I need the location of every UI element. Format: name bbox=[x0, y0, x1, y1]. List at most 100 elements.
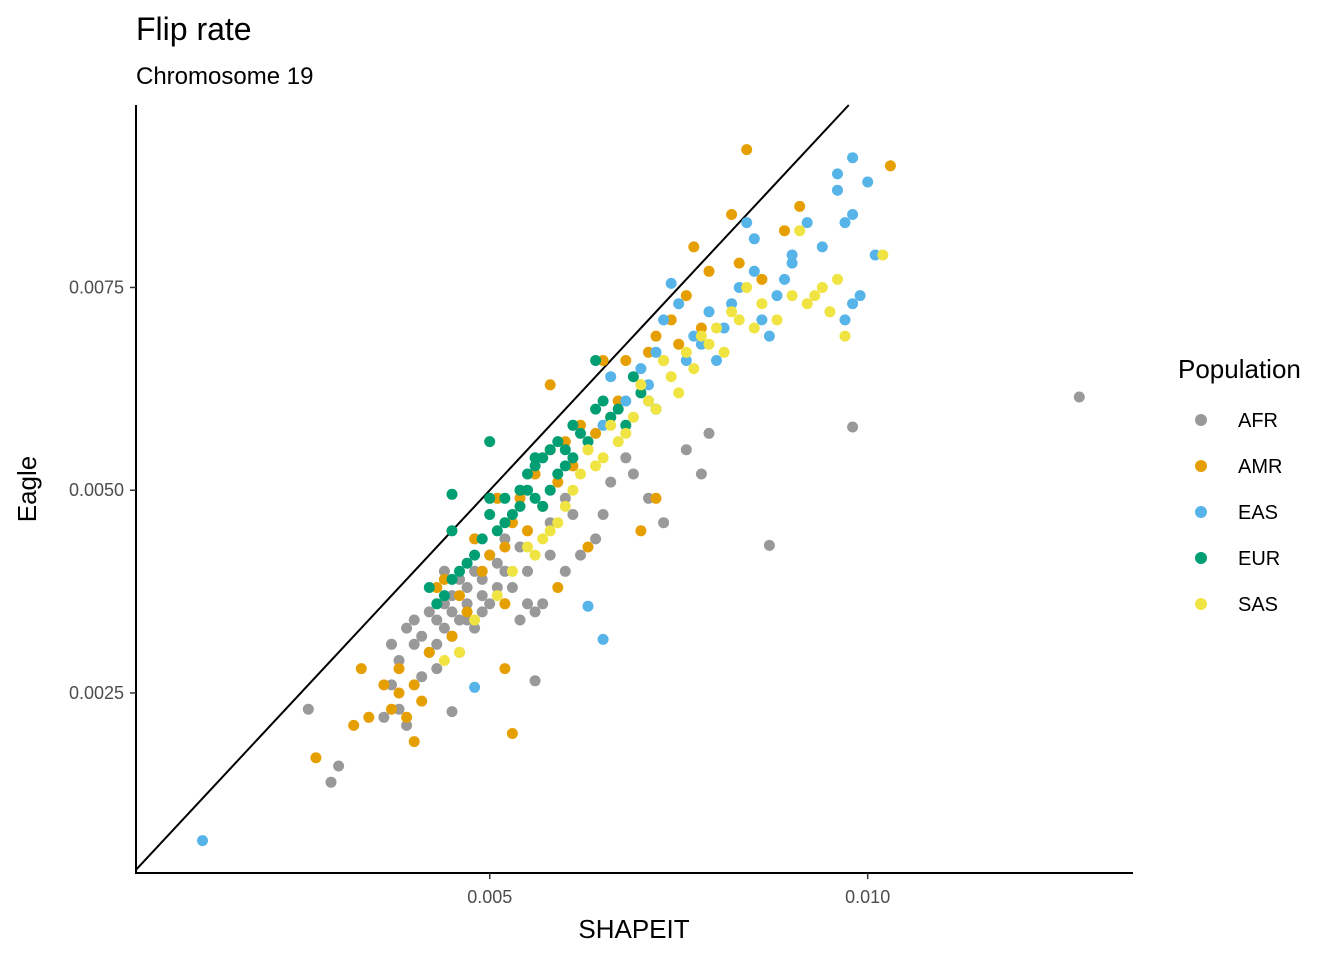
point-afr bbox=[446, 606, 458, 618]
point-eur bbox=[438, 590, 450, 602]
point-eur bbox=[431, 598, 443, 610]
y-tick-label: 0.0075 bbox=[69, 277, 124, 297]
point-eas bbox=[688, 330, 700, 342]
point-amr bbox=[438, 573, 450, 585]
y-axis-ticks: 0.0025 0.0050 0.0075 bbox=[69, 277, 136, 703]
point-afr bbox=[461, 598, 473, 610]
point-sas bbox=[680, 346, 692, 358]
point-eur bbox=[484, 492, 496, 504]
point-eas bbox=[197, 835, 208, 847]
point-eas bbox=[869, 249, 881, 261]
point-sas bbox=[605, 419, 617, 431]
point-afr bbox=[847, 421, 859, 433]
point-eas bbox=[786, 257, 798, 269]
x-axis-ticks: 0.005 0.010 bbox=[467, 873, 890, 907]
point-eur bbox=[529, 460, 541, 472]
point-sas bbox=[537, 533, 549, 545]
point-amr bbox=[590, 427, 602, 439]
point-eas bbox=[801, 217, 813, 229]
point-amr bbox=[650, 330, 662, 342]
point-sas bbox=[832, 273, 843, 285]
point-amr bbox=[756, 273, 768, 285]
point-sas bbox=[590, 460, 602, 472]
point-amr bbox=[348, 719, 360, 731]
point-amr bbox=[544, 379, 556, 391]
point-afr bbox=[763, 539, 775, 551]
point-sas bbox=[575, 468, 586, 480]
point-sas bbox=[635, 379, 647, 391]
point-eas bbox=[748, 265, 760, 277]
point-afr bbox=[423, 606, 435, 618]
point-eur bbox=[514, 500, 526, 512]
point-sas bbox=[522, 541, 533, 553]
point-amr bbox=[733, 257, 745, 269]
point-eas bbox=[597, 419, 609, 431]
point-afr bbox=[703, 427, 715, 439]
point-eur bbox=[423, 582, 435, 593]
point-afr bbox=[461, 582, 473, 593]
point-eas bbox=[643, 379, 654, 391]
point-amr bbox=[650, 492, 662, 504]
point-eur bbox=[499, 492, 511, 504]
point-eur bbox=[454, 565, 465, 577]
legend-label-amr: AMR bbox=[1238, 456, 1282, 478]
point-eur bbox=[529, 452, 541, 464]
legend-title: Population bbox=[1178, 354, 1301, 384]
point-sas bbox=[839, 330, 851, 342]
point-eas bbox=[605, 371, 617, 383]
point-sas bbox=[612, 436, 624, 448]
point-sas bbox=[695, 330, 707, 342]
point-afr bbox=[476, 606, 488, 618]
point-amr bbox=[673, 338, 685, 350]
point-eur bbox=[506, 509, 518, 520]
point-amr bbox=[393, 663, 405, 675]
point-amr bbox=[695, 322, 707, 334]
point-eur bbox=[529, 492, 541, 504]
point-afr bbox=[476, 590, 488, 602]
point-afr bbox=[506, 582, 518, 593]
point-sas bbox=[673, 387, 685, 399]
point-sas bbox=[597, 452, 609, 464]
point-amr bbox=[423, 646, 435, 658]
point-sas bbox=[688, 363, 700, 375]
point-eur bbox=[597, 395, 609, 407]
point-eur bbox=[627, 371, 639, 383]
point-eas bbox=[854, 290, 866, 302]
point-afr bbox=[544, 549, 556, 561]
point-eas bbox=[650, 346, 662, 358]
point-eas bbox=[711, 355, 722, 366]
point-afr bbox=[559, 565, 571, 577]
point-eas bbox=[832, 184, 843, 196]
point-amr bbox=[454, 590, 465, 602]
point-eur bbox=[552, 436, 564, 448]
point-sas bbox=[627, 411, 639, 423]
point-sas bbox=[454, 646, 465, 658]
point-afr bbox=[522, 565, 533, 577]
point-afr bbox=[416, 671, 428, 683]
point-afr bbox=[446, 706, 458, 718]
point-eur bbox=[461, 557, 473, 569]
point-eur bbox=[635, 387, 647, 399]
point-sas bbox=[650, 403, 662, 415]
legend-label-eas: EAS bbox=[1238, 502, 1278, 524]
point-afr bbox=[544, 517, 556, 529]
legend-key-sas bbox=[1195, 598, 1207, 610]
legend-key-amr bbox=[1195, 460, 1207, 472]
point-afr bbox=[476, 573, 488, 585]
point-eur bbox=[559, 444, 571, 456]
x-axis-title: SHAPEIT bbox=[578, 914, 689, 944]
point-amr bbox=[355, 663, 367, 675]
point-afr bbox=[431, 663, 443, 675]
point-sas bbox=[786, 290, 798, 302]
point-afr bbox=[386, 638, 397, 650]
point-amr bbox=[446, 630, 458, 642]
point-afr bbox=[597, 509, 609, 520]
point-eas bbox=[680, 355, 692, 366]
point-amr bbox=[522, 525, 533, 537]
point-eur bbox=[446, 525, 458, 537]
point-afr bbox=[605, 476, 617, 488]
point-eur bbox=[484, 436, 496, 448]
point-amr bbox=[741, 144, 753, 156]
point-amr bbox=[491, 492, 503, 504]
point-afr bbox=[537, 598, 549, 610]
